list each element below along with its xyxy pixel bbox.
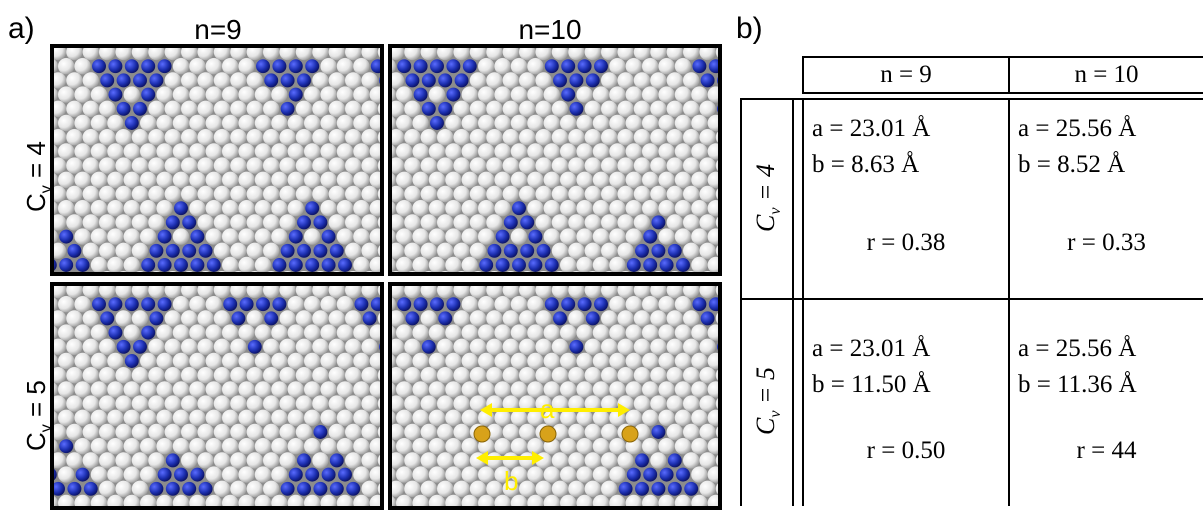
table-cell-b: b = 8.63 Å	[812, 151, 920, 178]
column-header-n10: n=10	[518, 14, 582, 45]
marker-atom	[539, 425, 557, 443]
lattice-annotation-overlay	[473, 403, 639, 465]
panel-a-label: a)	[8, 12, 35, 45]
row-header-cv4: Cv = 4	[21, 141, 56, 212]
column-header-n9: n=9	[194, 14, 242, 45]
table-cell-r: r = 0.38	[866, 229, 946, 256]
marker-atom	[621, 425, 639, 443]
marker-atom	[473, 425, 491, 443]
lattice-image-cv5-n9	[50, 282, 384, 510]
table-cell-a: a = 25.56 Å	[1018, 115, 1137, 142]
atom-lattice	[54, 48, 380, 272]
lattice-image-cv4-n9	[50, 44, 384, 276]
table-col-header-n9: n = 9	[880, 61, 932, 88]
lattice-image-cv5-n10	[388, 282, 722, 510]
table-row-header-cv4: Cv = 4	[751, 164, 785, 232]
table-cell-r: r = 0.50	[866, 437, 946, 464]
parameters-table: n = 9 n = 10 Cv = 4 Cv = 5 a = 23.01 Å b…	[740, 50, 1203, 506]
table-col-header-n10: n = 10	[1074, 61, 1139, 88]
atom-lattice	[392, 48, 718, 272]
annotation-a: a	[540, 394, 555, 424]
table-cell-a: a = 25.56 Å	[1018, 335, 1137, 362]
atom-lattice	[54, 286, 380, 506]
table-cell-a: a = 23.01 Å	[812, 335, 931, 362]
annotation-b: b	[504, 466, 519, 496]
table-cell-a: a = 23.01 Å	[812, 115, 931, 142]
atom-lattice	[392, 286, 718, 506]
table-cell-b: b = 11.50 Å	[812, 371, 931, 398]
table-cell-r: r = 44	[1076, 437, 1137, 464]
table-row-header-cv5: Cv = 5	[751, 367, 785, 435]
table-cell-b: b = 11.36 Å	[1018, 371, 1137, 398]
row-header-cv5: Cv = 5	[21, 380, 56, 451]
table-cell-b: b = 8.52 Å	[1018, 151, 1126, 178]
a-arrow	[480, 403, 630, 417]
b-arrow	[476, 451, 544, 465]
panel-b-label: b)	[736, 12, 763, 45]
table-cell-r: r = 0.33	[1067, 229, 1146, 256]
lattice-image-cv4-n10	[388, 44, 722, 276]
